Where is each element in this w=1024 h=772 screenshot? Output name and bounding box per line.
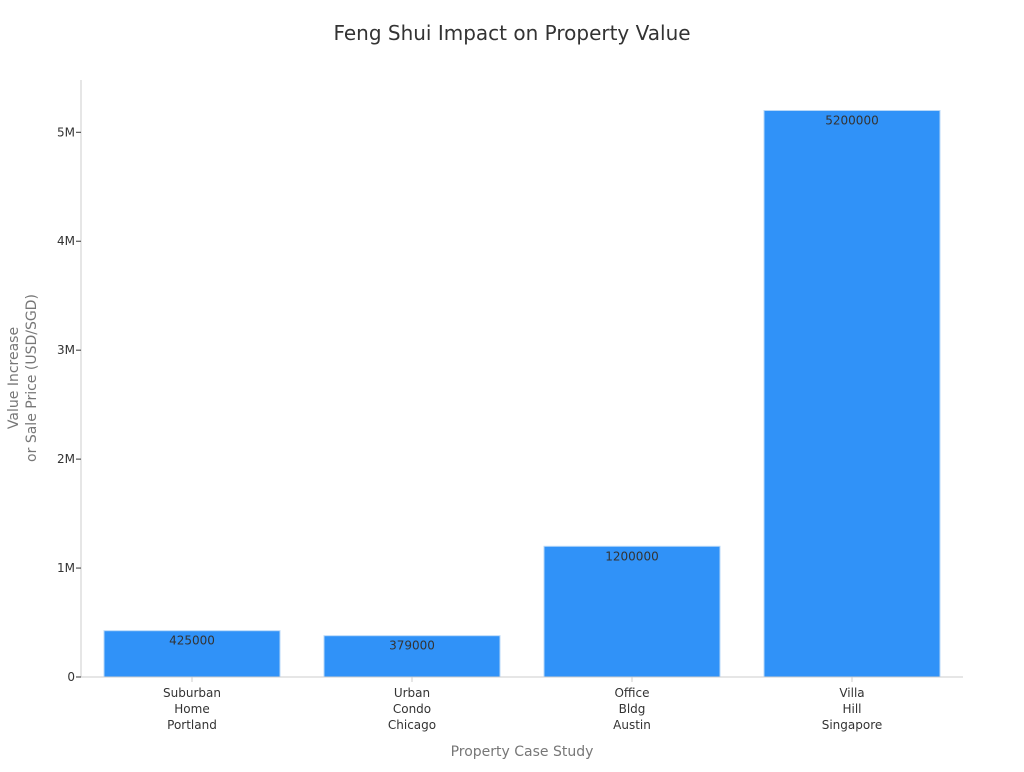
y-tick-label-3: 3M xyxy=(57,343,75,357)
data-label-2: 1200000 xyxy=(605,549,658,563)
x-tick-label-3: Villa Hill Singapore xyxy=(822,686,883,732)
data-label-1: 379000 xyxy=(389,639,435,653)
bar-2 xyxy=(543,545,721,678)
x-tick-label-0-line-2: Portland xyxy=(167,718,217,732)
bar-0 xyxy=(103,630,281,678)
y-axis-label-line-2: or Sale Price (USD/SGD) xyxy=(24,294,40,462)
x-axis-label: Property Case Study xyxy=(451,744,594,760)
x-tick-label-1-line-2: Chicago xyxy=(388,718,436,732)
y-tick-label-4: 4M xyxy=(57,234,75,248)
y-tick-label-0: 0 xyxy=(67,670,75,684)
x-tick-label-1: Urban Condo Chicago xyxy=(388,686,436,732)
axes-group xyxy=(80,80,963,678)
data-label-0: 425000 xyxy=(169,634,215,648)
bars-group xyxy=(103,110,941,678)
x-tick-label-3-line-0: Villa xyxy=(839,686,864,700)
chart-title: Feng Shui Impact on Property Value xyxy=(333,21,690,45)
x-tick-label-2-line-0: Office xyxy=(614,686,649,700)
y-tick-label-1: 1M xyxy=(57,561,75,575)
y-axis-label: Value Increase or Sale Price (USD/SGD) xyxy=(6,294,40,462)
x-tick-label-3-line-2: Singapore xyxy=(822,718,883,732)
y-ticks-group: 0 1M 2M 3M 4M 5M xyxy=(57,125,81,684)
y-axis-label-line-1: Value Increase xyxy=(6,327,22,429)
data-labels-group: 425000 379000 1200000 5200000 xyxy=(169,114,879,653)
bar-1 xyxy=(323,635,501,678)
x-tick-label-2: Office Bldg Austin xyxy=(613,686,651,732)
x-tick-label-3-line-1: Hill xyxy=(842,702,861,716)
y-tick-label-5: 5M xyxy=(57,125,75,139)
x-tick-label-1-line-1: Condo xyxy=(393,702,431,716)
data-label-3: 5200000 xyxy=(825,114,878,128)
x-tick-label-0-line-1: Home xyxy=(174,702,209,716)
x-tick-label-0-line-0: Suburban xyxy=(163,686,221,700)
x-ticks-group: Suburban Home Portland Urban Condo Chicago Off… xyxy=(163,677,882,732)
y-tick-label-2: 2M xyxy=(57,452,75,466)
x-tick-label-0: Suburban Home Portland xyxy=(163,686,221,732)
x-tick-label-2-line-1: Bldg xyxy=(619,702,646,716)
x-tick-label-2-line-2: Austin xyxy=(613,718,651,732)
x-tick-label-1-line-0: Urban xyxy=(394,686,430,700)
bar-3 xyxy=(763,110,941,678)
